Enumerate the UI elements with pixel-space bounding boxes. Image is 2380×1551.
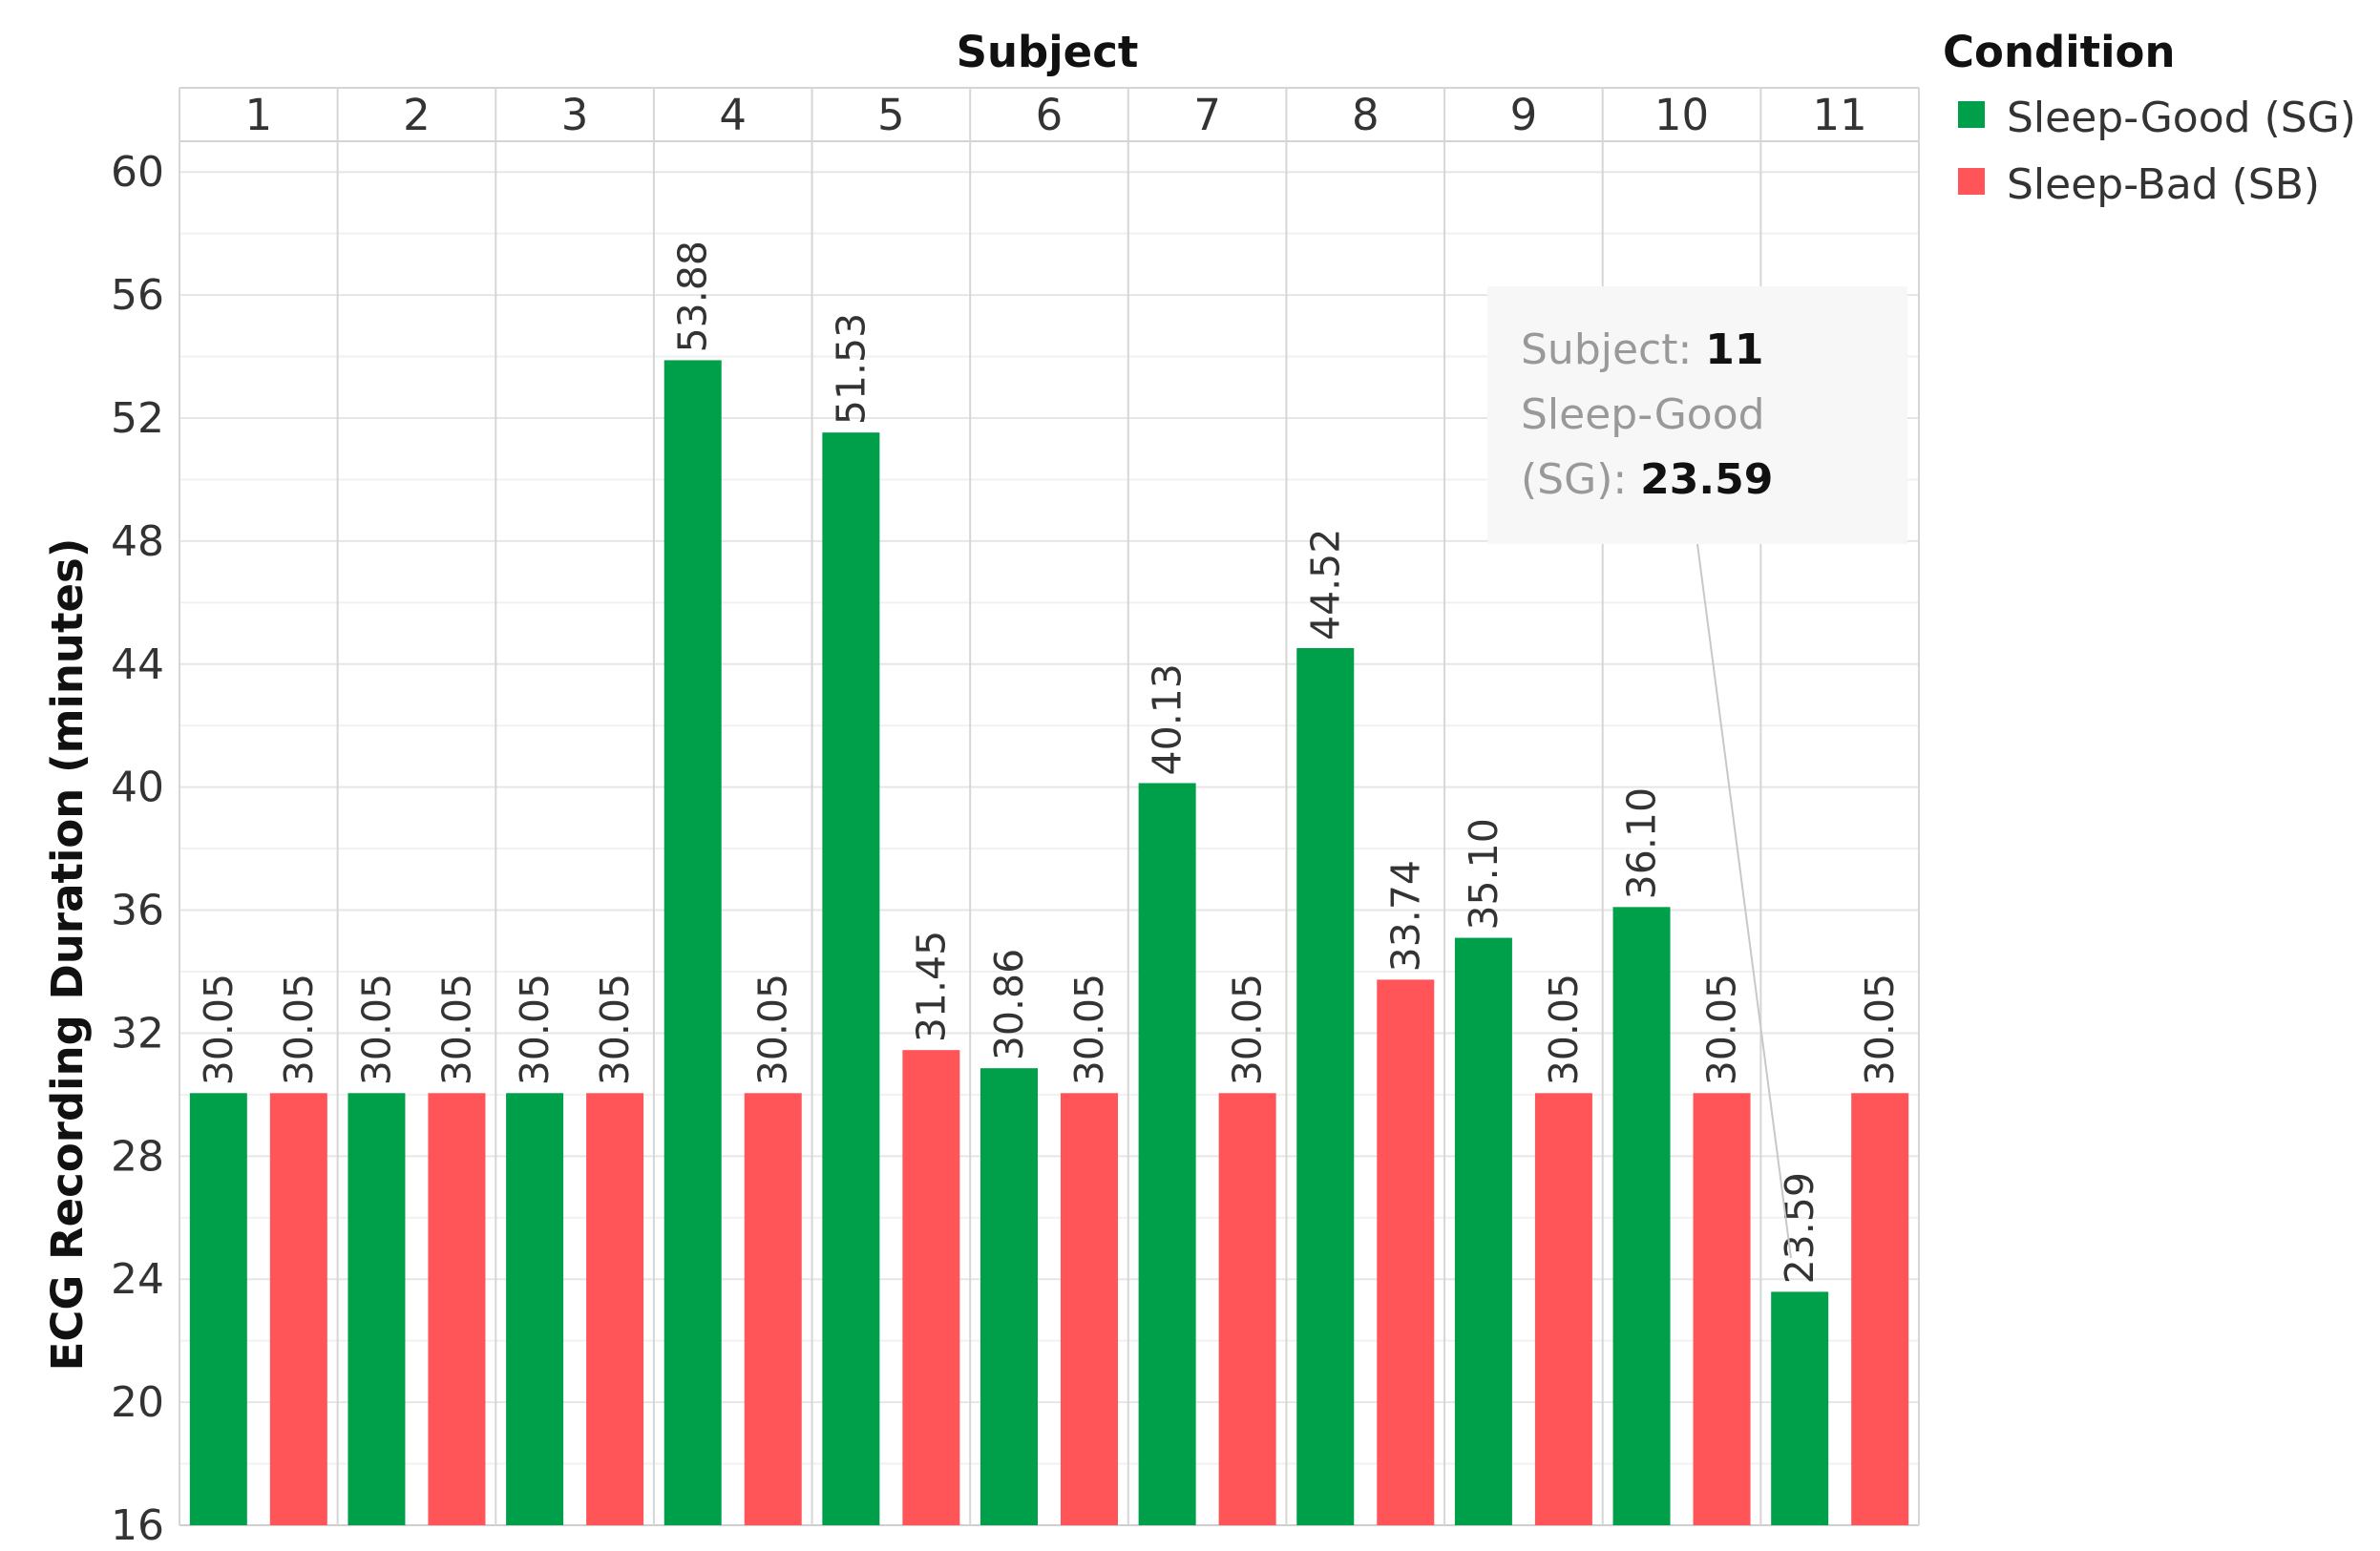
subject-header-3: 3	[561, 90, 589, 140]
bar-label-sb-subject-10: 30.05	[1699, 974, 1745, 1085]
bar-sg-subject-3[interactable]	[506, 1093, 564, 1525]
bar-label-sg-subject-10: 36.10	[1619, 787, 1665, 899]
bar-sb-subject-8[interactable]	[1377, 979, 1435, 1525]
bar-label-sb-subject-2: 30.05	[433, 974, 479, 1085]
bar-label-sg-subject-3: 30.05	[512, 974, 558, 1085]
bar-label-sg-subject-2: 30.05	[353, 974, 399, 1085]
y-tick-label: 60	[111, 148, 164, 197]
bar-sg-subject-2[interactable]	[348, 1093, 406, 1525]
subject-header-11: 11	[1813, 90, 1867, 140]
bar-label-sb-subject-3: 30.05	[592, 974, 638, 1085]
y-tick-label: 52	[111, 394, 164, 443]
bar-label-sb-subject-4: 30.05	[750, 974, 796, 1085]
tooltip-line-value: (SG): 23.59	[1521, 455, 1773, 504]
legend-label-sleep-bad[interactable]: Sleep-Bad (SB)	[2007, 160, 2320, 209]
bar-label-sg-subject-1: 30.05	[196, 974, 242, 1085]
y-tick-label: 28	[111, 1132, 164, 1181]
bar-sb-subject-3[interactable]	[586, 1093, 644, 1525]
subject-header-1: 1	[244, 90, 272, 140]
tooltip-series-label: (SG):	[1521, 455, 1640, 504]
bars-layer	[189, 360, 1909, 1526]
legend-swatch-sleep-good	[1958, 101, 1985, 128]
bar-label-sg-subject-6: 30.86	[986, 949, 1032, 1060]
y-tick-label: 48	[111, 517, 164, 566]
y-tick-label: 40	[111, 764, 164, 812]
bar-sb-subject-7[interactable]	[1218, 1093, 1276, 1525]
subject-header-8: 8	[1352, 90, 1380, 140]
bar-label-sg-subject-8: 44.52	[1302, 529, 1348, 640]
bar-label-sb-subject-8: 33.74	[1382, 860, 1428, 972]
y-tick-label: 44	[111, 640, 164, 689]
bar-label-sg-subject-11: 23.59	[1777, 1172, 1822, 1284]
tooltip-subject-label: Subject:	[1521, 325, 1705, 374]
y-tick-label: 24	[111, 1255, 164, 1304]
bar-label-sb-subject-5: 31.45	[908, 931, 954, 1042]
subject-header-5: 5	[877, 90, 905, 140]
bar-sg-subject-8[interactable]	[1296, 648, 1355, 1525]
bar-label-sg-subject-5: 51.53	[828, 313, 874, 425]
bar-label-sb-subject-11: 30.05	[1857, 974, 1903, 1085]
subject-header-6: 6	[1036, 90, 1064, 140]
tooltip-line-series: Sleep-Good	[1521, 390, 1765, 439]
y-tick-label: 32	[111, 1009, 164, 1058]
bar-sb-subject-6[interactable]	[1061, 1093, 1118, 1525]
bar-sb-subject-10[interactable]	[1693, 1093, 1751, 1525]
bar-label-sb-subject-6: 30.05	[1066, 974, 1112, 1085]
bar-sg-subject-9[interactable]	[1454, 937, 1512, 1525]
legend: Condition Sleep-Good (SG) Sleep-Bad (SB)	[1943, 27, 2356, 209]
subject-header-2: 2	[403, 90, 431, 140]
bar-sg-subject-1[interactable]	[189, 1093, 247, 1525]
bar-sb-subject-9[interactable]	[1534, 1093, 1592, 1525]
bar-sb-subject-1[interactable]	[269, 1093, 327, 1525]
y-tick-label: 56	[111, 271, 164, 320]
bar-sg-subject-6[interactable]	[980, 1068, 1038, 1525]
subject-header-4: 4	[719, 90, 747, 140]
bar-sg-subject-7[interactable]	[1138, 783, 1196, 1525]
bar-sg-subject-4[interactable]	[663, 360, 722, 1525]
subject-header-10: 10	[1654, 90, 1709, 140]
bar-label-sg-subject-4: 53.88	[670, 241, 716, 352]
tooltip-leader-line	[1696, 543, 1792, 1259]
y-tick-label: 36	[111, 887, 164, 935]
x-axis-title: Subject	[957, 27, 1139, 77]
tooltip-box	[1487, 286, 1907, 544]
bar-sg-subject-5[interactable]	[822, 432, 880, 1526]
bar-labels-layer: 30.05 30.05 30.05 30.05 30.05 30.05 53.88 30.05…	[196, 241, 1903, 1284]
legend-title: Condition	[1943, 27, 2176, 77]
bar-label-sb-subject-7: 30.05	[1225, 974, 1271, 1085]
bar-sg-subject-10[interactable]	[1612, 907, 1671, 1525]
y-axis-title: ECG Recording Duration (minutes)	[42, 538, 93, 1372]
tooltip-subject-value: 11	[1705, 325, 1763, 374]
bar-sg-subject-11[interactable]	[1771, 1291, 1829, 1525]
bar-sb-subject-4[interactable]	[744, 1093, 802, 1525]
bar-label-sg-subject-9: 35.10	[1461, 818, 1506, 930]
bar-sb-subject-5[interactable]	[902, 1050, 960, 1525]
subject-header-9: 9	[1510, 90, 1538, 140]
bar-sb-subject-11[interactable]	[1851, 1093, 1909, 1525]
legend-swatch-sleep-bad	[1958, 168, 1985, 195]
bar-sb-subject-2[interactable]	[428, 1093, 486, 1525]
subject-header-7: 7	[1193, 90, 1221, 140]
tooltip: Subject: 11 Sleep-Good (SG): 23.59	[1487, 286, 1907, 1259]
bar-label-sb-subject-9: 30.05	[1541, 974, 1587, 1085]
bar-label-sg-subject-7: 40.13	[1145, 663, 1190, 775]
y-tick-label: 16	[111, 1501, 164, 1550]
tooltip-line-subject: Subject: 11	[1521, 325, 1764, 374]
tooltip-value: 23.59	[1640, 455, 1773, 504]
legend-label-sleep-good[interactable]: Sleep-Good (SG)	[2007, 94, 2356, 142]
y-tick-label: 20	[111, 1378, 164, 1427]
bar-label-sb-subject-1: 30.05	[276, 974, 322, 1085]
